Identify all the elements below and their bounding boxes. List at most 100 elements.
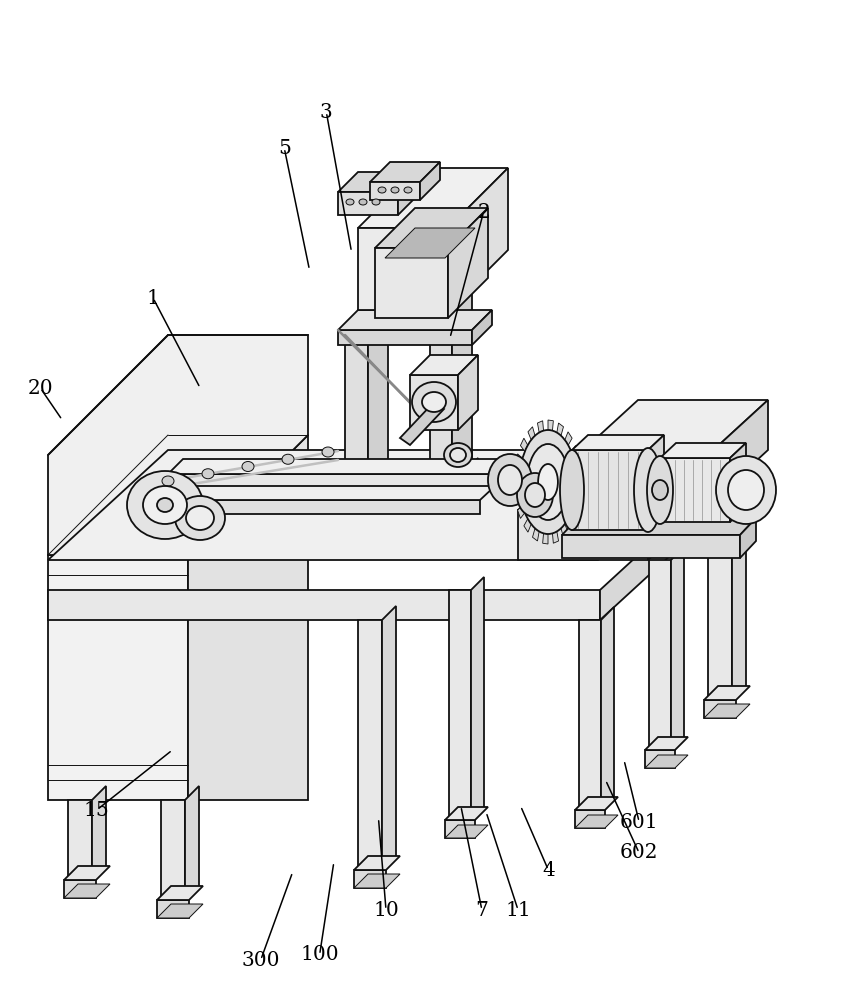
Polygon shape bbox=[449, 590, 471, 820]
Polygon shape bbox=[732, 496, 746, 700]
Polygon shape bbox=[448, 168, 508, 310]
Polygon shape bbox=[572, 435, 664, 450]
Polygon shape bbox=[557, 423, 563, 436]
Polygon shape bbox=[358, 168, 508, 228]
Ellipse shape bbox=[527, 444, 569, 520]
Polygon shape bbox=[660, 443, 746, 458]
Polygon shape bbox=[185, 786, 199, 900]
Polygon shape bbox=[168, 459, 535, 474]
Ellipse shape bbox=[282, 454, 294, 464]
Polygon shape bbox=[375, 468, 395, 510]
Ellipse shape bbox=[716, 456, 776, 524]
Polygon shape bbox=[514, 472, 520, 482]
Polygon shape bbox=[575, 797, 618, 810]
Polygon shape bbox=[562, 535, 740, 558]
Polygon shape bbox=[430, 310, 452, 480]
Polygon shape bbox=[48, 450, 718, 560]
Polygon shape bbox=[48, 435, 308, 555]
Polygon shape bbox=[553, 531, 558, 543]
Polygon shape bbox=[660, 458, 730, 522]
Ellipse shape bbox=[412, 382, 456, 422]
Polygon shape bbox=[354, 856, 400, 870]
Polygon shape bbox=[354, 874, 400, 888]
Polygon shape bbox=[64, 884, 110, 898]
Polygon shape bbox=[515, 490, 521, 501]
Ellipse shape bbox=[520, 430, 577, 534]
Polygon shape bbox=[338, 330, 472, 345]
Ellipse shape bbox=[355, 496, 365, 504]
Text: 602: 602 bbox=[620, 844, 659, 862]
Ellipse shape bbox=[538, 464, 558, 500]
Polygon shape bbox=[188, 435, 308, 800]
Polygon shape bbox=[358, 620, 382, 870]
Text: 601: 601 bbox=[620, 812, 659, 832]
Polygon shape bbox=[671, 547, 684, 750]
Polygon shape bbox=[516, 454, 522, 466]
Ellipse shape bbox=[647, 456, 673, 524]
Ellipse shape bbox=[242, 462, 254, 472]
Polygon shape bbox=[577, 468, 593, 482]
Polygon shape bbox=[562, 518, 756, 535]
Polygon shape bbox=[68, 800, 92, 880]
Ellipse shape bbox=[175, 496, 225, 540]
Ellipse shape bbox=[498, 465, 522, 495]
Polygon shape bbox=[168, 474, 520, 488]
Polygon shape bbox=[548, 420, 553, 431]
Polygon shape bbox=[645, 750, 675, 768]
Ellipse shape bbox=[391, 187, 399, 193]
Text: 300: 300 bbox=[241, 950, 280, 970]
Polygon shape bbox=[458, 458, 478, 500]
Polygon shape bbox=[579, 620, 601, 810]
Ellipse shape bbox=[202, 469, 214, 479]
Ellipse shape bbox=[525, 483, 545, 507]
Polygon shape bbox=[157, 886, 203, 900]
Polygon shape bbox=[48, 555, 188, 800]
Polygon shape bbox=[382, 606, 396, 870]
Polygon shape bbox=[445, 825, 488, 838]
Polygon shape bbox=[571, 446, 579, 458]
Ellipse shape bbox=[404, 187, 412, 193]
Polygon shape bbox=[574, 498, 580, 510]
Polygon shape bbox=[448, 208, 488, 318]
Text: 5: 5 bbox=[278, 138, 291, 157]
Ellipse shape bbox=[359, 199, 367, 205]
Polygon shape bbox=[740, 518, 756, 558]
Polygon shape bbox=[354, 870, 386, 888]
Polygon shape bbox=[345, 330, 368, 490]
Polygon shape bbox=[518, 510, 648, 560]
Ellipse shape bbox=[440, 486, 450, 494]
Polygon shape bbox=[524, 519, 532, 532]
Polygon shape bbox=[370, 182, 420, 200]
Polygon shape bbox=[368, 310, 388, 490]
Polygon shape bbox=[472, 310, 492, 345]
Polygon shape bbox=[572, 450, 648, 530]
Polygon shape bbox=[445, 820, 475, 838]
Polygon shape bbox=[385, 228, 475, 258]
Ellipse shape bbox=[488, 454, 532, 506]
Ellipse shape bbox=[335, 496, 345, 504]
Polygon shape bbox=[410, 375, 458, 430]
Text: 7: 7 bbox=[475, 900, 489, 920]
Ellipse shape bbox=[728, 470, 764, 510]
Polygon shape bbox=[537, 421, 543, 433]
Polygon shape bbox=[645, 755, 688, 768]
Polygon shape bbox=[704, 686, 750, 700]
Text: 2: 2 bbox=[477, 202, 490, 222]
Polygon shape bbox=[542, 533, 548, 544]
Ellipse shape bbox=[422, 392, 446, 412]
Polygon shape bbox=[565, 432, 572, 445]
Polygon shape bbox=[330, 488, 375, 510]
Polygon shape bbox=[458, 355, 478, 430]
Polygon shape bbox=[649, 560, 671, 750]
Text: 3: 3 bbox=[320, 103, 333, 121]
Polygon shape bbox=[569, 513, 575, 526]
Polygon shape bbox=[648, 400, 768, 560]
Polygon shape bbox=[161, 800, 185, 900]
Ellipse shape bbox=[127, 471, 203, 539]
Polygon shape bbox=[375, 208, 488, 248]
Polygon shape bbox=[358, 228, 448, 310]
Polygon shape bbox=[704, 700, 736, 718]
Polygon shape bbox=[398, 172, 418, 215]
Polygon shape bbox=[338, 172, 418, 192]
Polygon shape bbox=[400, 402, 444, 445]
